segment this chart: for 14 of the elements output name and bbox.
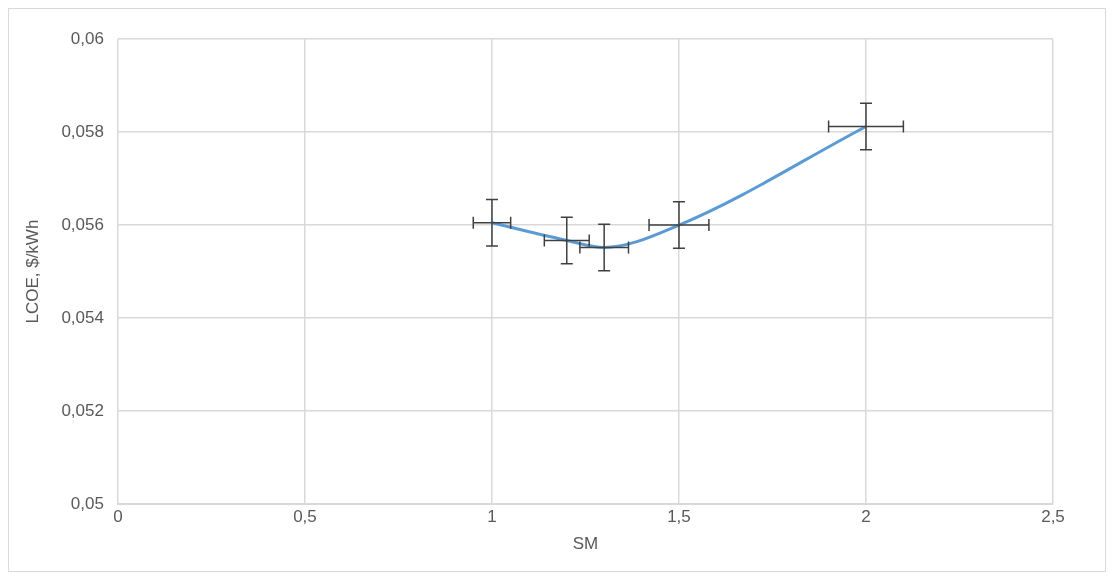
x-tick-label: 1,5 xyxy=(667,507,691,527)
y-tick-label: 0,05 xyxy=(70,493,104,513)
x-tick-label: 0,5 xyxy=(293,507,317,527)
y-tick-label: 0,054 xyxy=(61,307,104,327)
y-tick-label: 0,06 xyxy=(70,28,104,48)
y-tick-label: 0,052 xyxy=(61,400,104,420)
y-tick-label: 0,058 xyxy=(61,121,104,141)
x-axis-title: SM xyxy=(572,534,599,554)
x-tick-label: 1 xyxy=(487,507,497,527)
y-axis-title: LCOE, $/kWh xyxy=(22,219,42,324)
x-tick-label: 2,5 xyxy=(1041,507,1065,527)
y-tick-label: 0,056 xyxy=(61,214,104,234)
x-tick-label: 0 xyxy=(113,507,123,527)
x-tick-label: 2 xyxy=(861,507,871,527)
